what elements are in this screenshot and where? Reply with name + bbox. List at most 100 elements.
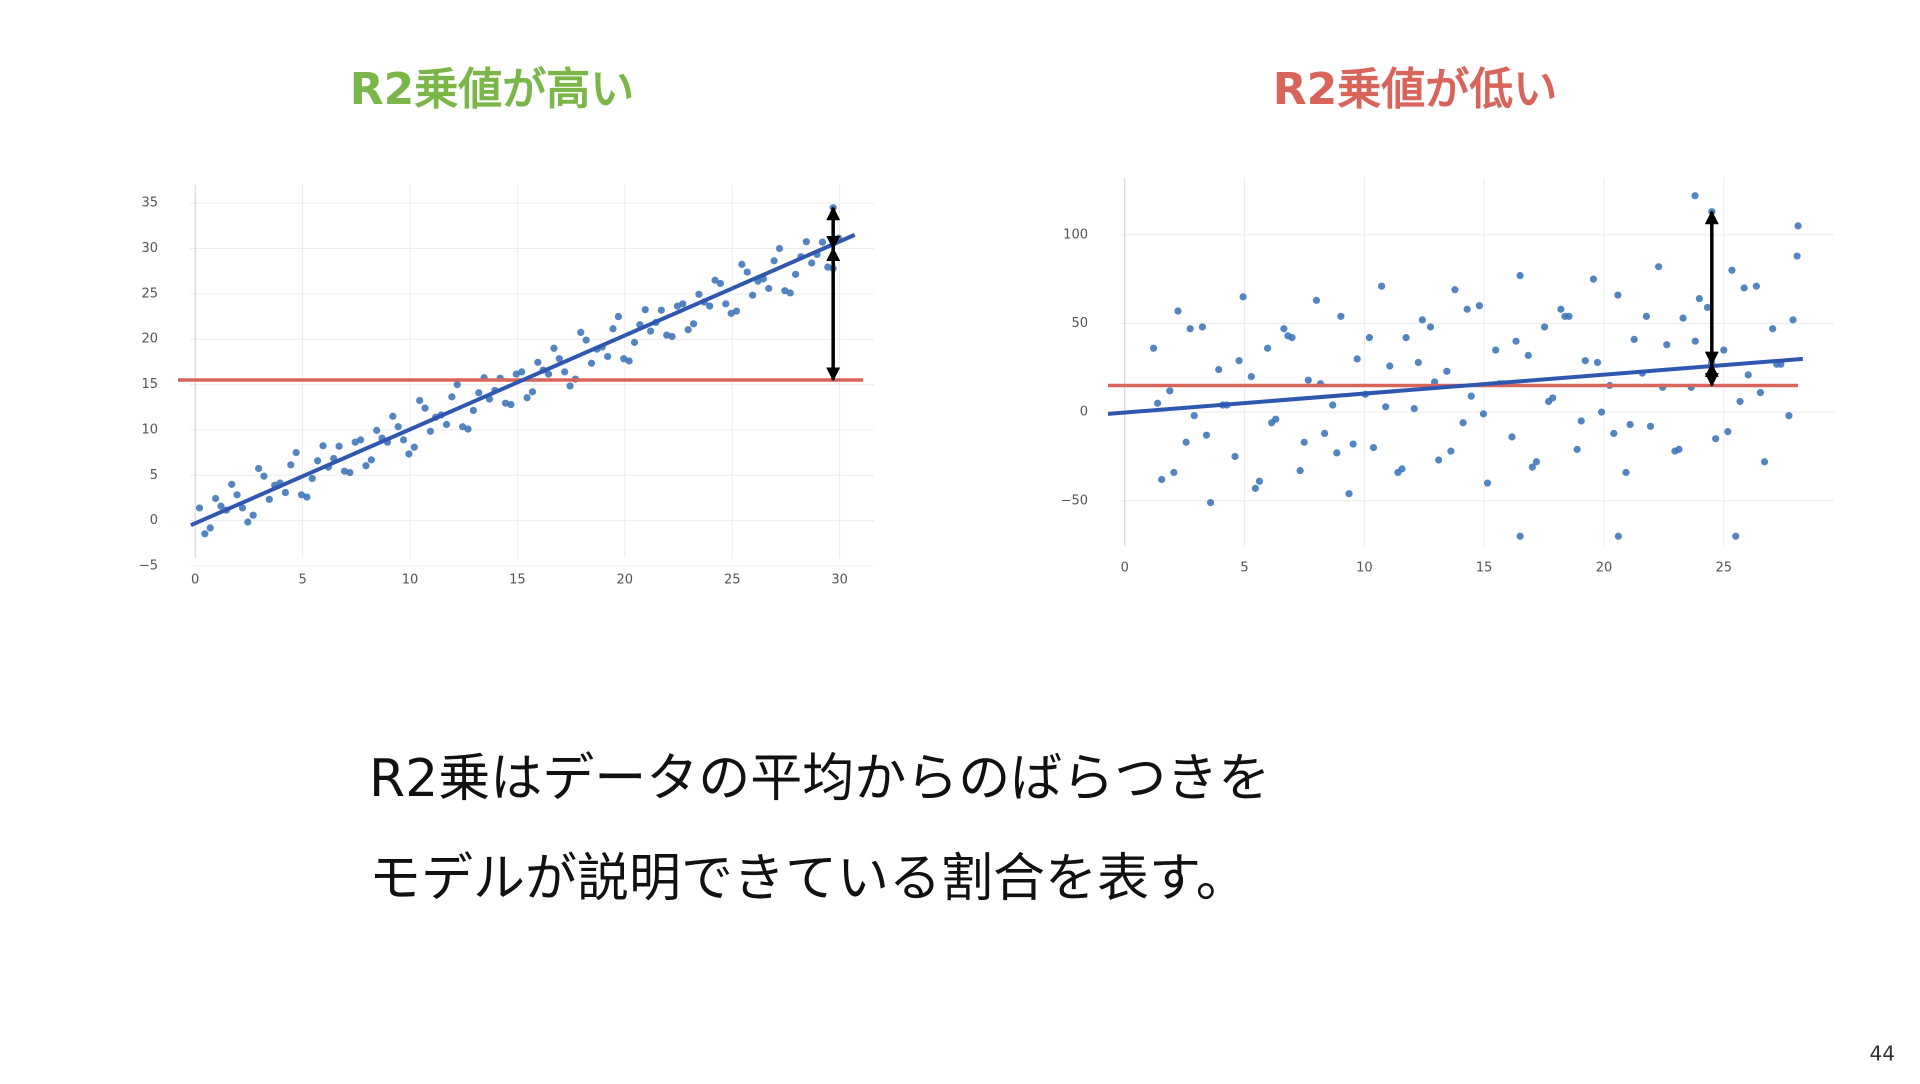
data-point bbox=[587, 359, 596, 367]
x-tick-label: 15 bbox=[509, 573, 526, 588]
data-point bbox=[1630, 335, 1638, 343]
data-point bbox=[695, 290, 703, 298]
data-point bbox=[544, 370, 553, 378]
x-tick-label: 20 bbox=[617, 573, 634, 588]
body-text: モデルが説明できている割合を表す。 bbox=[369, 849, 1248, 909]
data-point bbox=[1202, 431, 1211, 439]
data-point bbox=[1231, 452, 1239, 461]
data-point bbox=[791, 270, 800, 278]
data-point bbox=[523, 394, 531, 402]
data-point bbox=[1622, 468, 1630, 477]
data-point bbox=[1459, 419, 1467, 427]
data-point bbox=[1642, 312, 1650, 320]
data-point bbox=[1467, 392, 1475, 400]
x-tick-label: 10 bbox=[402, 573, 419, 588]
data-point bbox=[442, 420, 451, 429]
data-point bbox=[673, 302, 682, 310]
data-point bbox=[824, 263, 832, 271]
data-point bbox=[249, 511, 257, 519]
data-point bbox=[1577, 417, 1585, 425]
data-point bbox=[1353, 355, 1361, 363]
data-point bbox=[1198, 323, 1207, 331]
data-point bbox=[238, 504, 247, 512]
data-point bbox=[1740, 284, 1748, 292]
y-tick-label: 0 bbox=[150, 513, 158, 528]
data-point bbox=[410, 443, 418, 451]
y-tick-label: 100 bbox=[1063, 227, 1088, 242]
data-point bbox=[1149, 344, 1158, 352]
data-point bbox=[1451, 286, 1459, 294]
data-point bbox=[684, 326, 692, 334]
x-tick-label: 10 bbox=[1356, 561, 1373, 576]
data-point bbox=[1614, 532, 1622, 540]
data-point bbox=[1369, 443, 1378, 452]
data-point bbox=[528, 388, 537, 396]
data-point bbox=[534, 358, 542, 366]
data-point bbox=[566, 382, 574, 390]
data-point bbox=[641, 306, 649, 314]
data-point bbox=[1333, 449, 1341, 457]
data-point bbox=[367, 456, 375, 464]
data-point bbox=[663, 331, 671, 339]
data-point bbox=[265, 495, 273, 503]
data-point bbox=[1382, 403, 1390, 411]
data-point bbox=[1186, 325, 1194, 333]
data-point bbox=[351, 438, 359, 446]
data-point bbox=[1296, 467, 1304, 475]
data-point bbox=[1337, 312, 1345, 320]
data-point bbox=[1378, 282, 1386, 290]
data-point bbox=[1675, 445, 1683, 453]
data-point bbox=[1321, 429, 1329, 437]
data-point bbox=[405, 450, 413, 458]
data-point bbox=[1532, 458, 1541, 466]
data-point bbox=[625, 357, 633, 365]
data-point bbox=[1679, 314, 1687, 322]
data-point bbox=[711, 276, 719, 284]
data-point bbox=[1540, 323, 1549, 331]
data-point bbox=[416, 396, 424, 405]
data-point bbox=[335, 442, 343, 450]
data-point bbox=[201, 530, 209, 538]
data-point bbox=[1760, 458, 1769, 466]
y-tick-label: −5 bbox=[139, 559, 158, 574]
data-point bbox=[781, 287, 789, 295]
data-point bbox=[518, 368, 526, 376]
data-point bbox=[1785, 412, 1793, 420]
x-tick-label: 25 bbox=[1716, 561, 1733, 576]
data-point bbox=[1206, 498, 1215, 507]
data-point bbox=[1663, 341, 1671, 349]
data-point bbox=[394, 423, 402, 431]
data-point bbox=[281, 488, 290, 497]
data-point bbox=[1312, 296, 1321, 304]
data-point bbox=[1691, 192, 1699, 200]
data-point bbox=[1463, 305, 1471, 313]
data-point bbox=[1508, 433, 1516, 441]
data-point bbox=[1744, 371, 1752, 379]
data-point bbox=[1251, 484, 1259, 492]
y-tick-label: 50 bbox=[1071, 316, 1088, 331]
data-point bbox=[1728, 266, 1736, 274]
data-point bbox=[1614, 291, 1622, 299]
data-point bbox=[1524, 351, 1532, 359]
data-point bbox=[657, 306, 665, 314]
chart-title: R2乗値が低い bbox=[1273, 64, 1558, 115]
data-point bbox=[706, 302, 714, 310]
data-point bbox=[1732, 532, 1740, 540]
data-point bbox=[818, 238, 827, 246]
data-point bbox=[1691, 337, 1699, 345]
data-point bbox=[1712, 435, 1720, 443]
data-point bbox=[303, 493, 311, 501]
data-point bbox=[1581, 357, 1589, 365]
data-point bbox=[426, 427, 435, 435]
data-point bbox=[1593, 358, 1602, 367]
data-point bbox=[1268, 419, 1276, 427]
data-point bbox=[1557, 305, 1565, 313]
x-tick-label: 20 bbox=[1596, 561, 1613, 576]
data-point bbox=[469, 406, 477, 415]
data-point bbox=[1345, 490, 1353, 498]
data-point bbox=[1170, 468, 1178, 477]
data-point bbox=[453, 380, 461, 389]
data-point bbox=[1263, 344, 1272, 352]
data-point bbox=[802, 238, 810, 246]
